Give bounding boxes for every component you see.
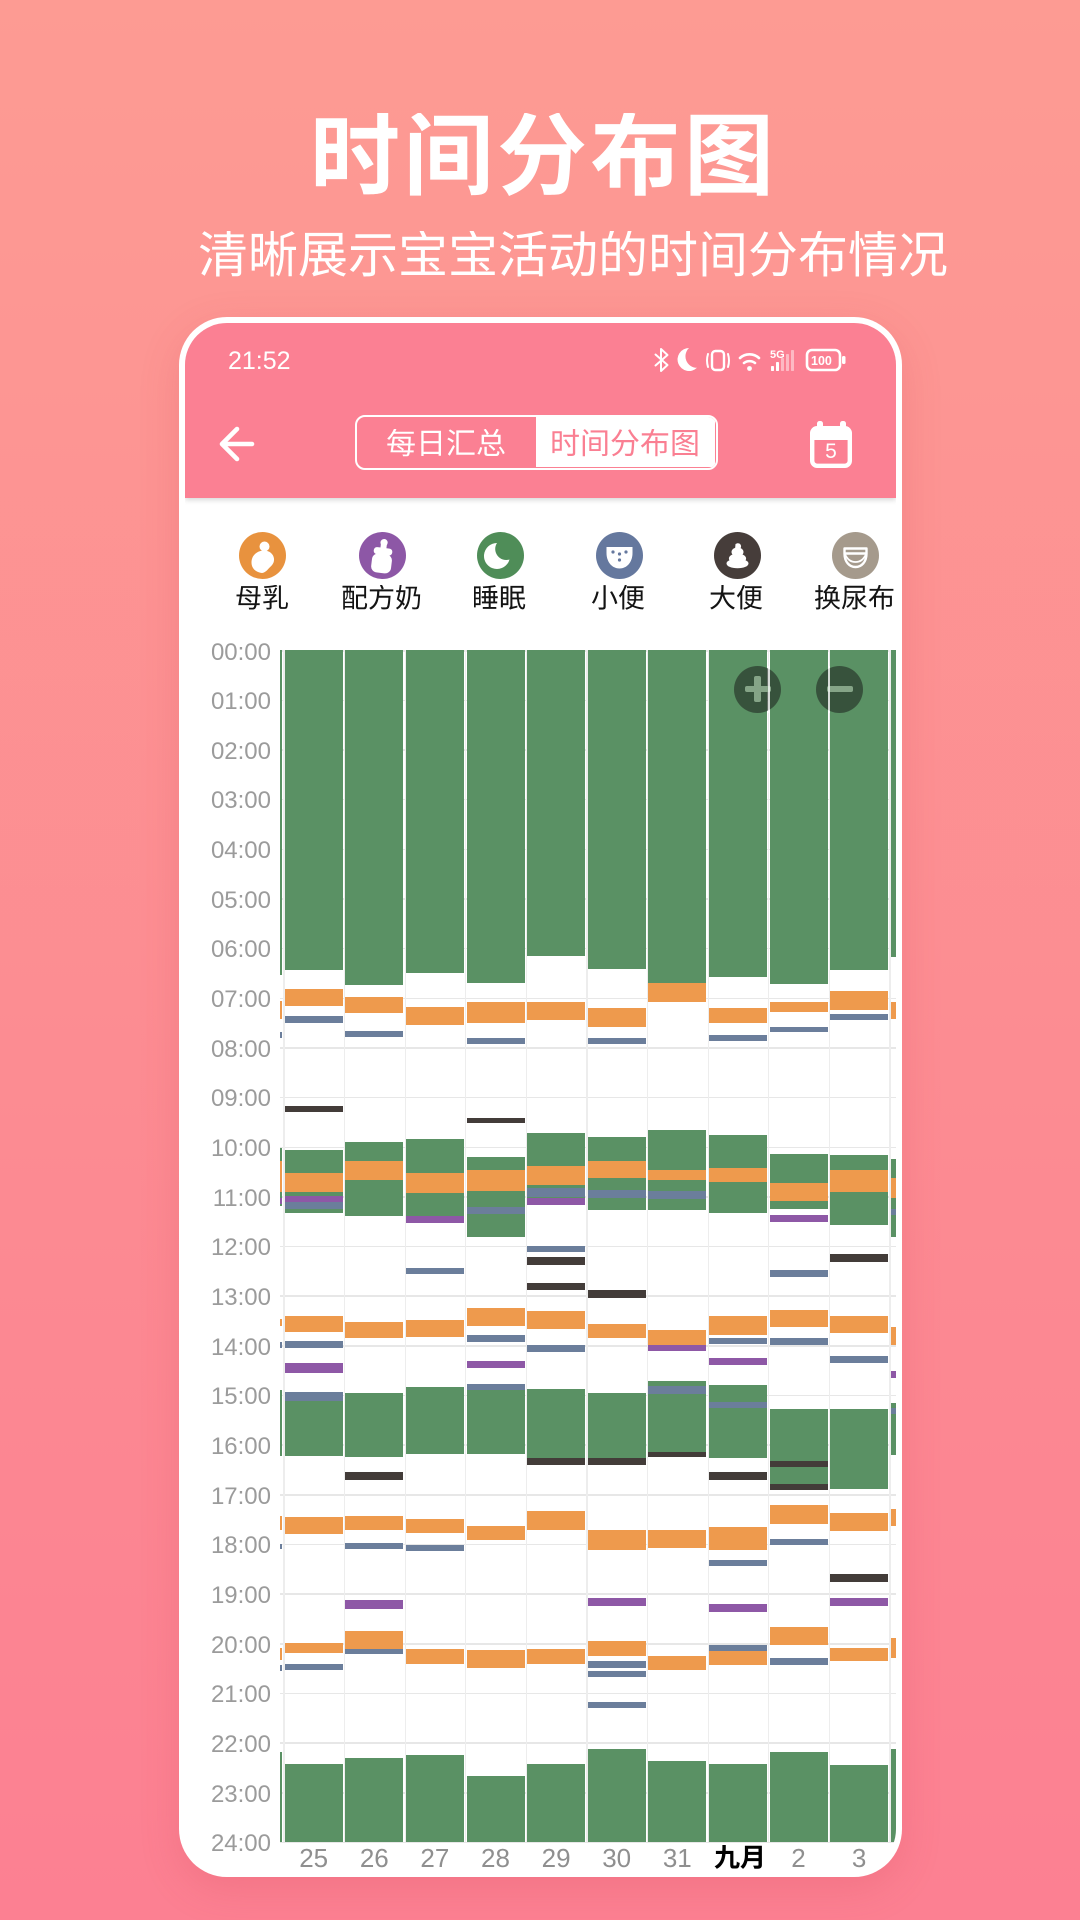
svg-text:5G: 5G <box>770 349 785 361</box>
svg-text:5: 5 <box>825 440 837 463</box>
svg-text:100: 100 <box>811 354 832 368</box>
